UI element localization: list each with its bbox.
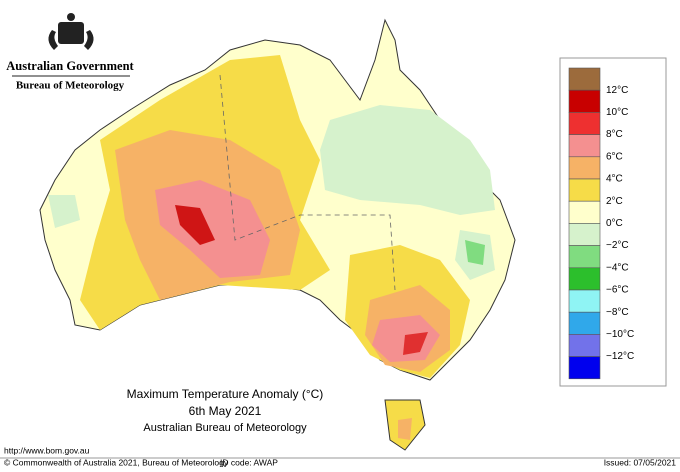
legend-label: 8°C [606, 129, 623, 140]
legend-swatch [568, 89, 601, 113]
legend-swatch [568, 267, 601, 291]
agency-name: Bureau of Meteorology [16, 80, 125, 92]
id-code: ID code: AWAP [220, 457, 278, 467]
url: http://www.bom.gov.au [4, 445, 90, 455]
legend-swatch [568, 156, 601, 180]
legend-label: 10°C [606, 107, 628, 118]
issued: Issued: 07/05/2021 [604, 457, 677, 467]
legend-label: −10°C [606, 329, 634, 340]
map-title: Maximum Temperature Anomaly (°C) [127, 387, 324, 401]
legend-swatch [568, 223, 601, 246]
legend-swatch [568, 178, 601, 202]
gov-name: Australian Government [6, 59, 134, 73]
legend-swatch [568, 112, 601, 135]
map-date: 6th May 2021 [189, 404, 262, 418]
legend-swatch [568, 356, 601, 380]
legend-swatch [568, 245, 601, 269]
legend-swatch [568, 334, 601, 357]
map-source: Australian Bureau of Meteorology [143, 422, 307, 434]
legend-swatch [568, 67, 601, 91]
legend-label: 4°C [606, 174, 623, 185]
copyright: © Commonwealth of Australia 2021, Bureau… [4, 457, 229, 467]
crest [48, 13, 94, 50]
legend-label: −4°C [606, 262, 629, 273]
legend-label: −12°C [606, 351, 634, 362]
legend-label: −2°C [606, 240, 629, 251]
legend: 12°C 10°C 8°C 6°C 4°C 2°C 0°C −2°C −4°C −6°C −8°C −… [568, 67, 634, 380]
legend-label: −8°C [606, 307, 629, 318]
legend-label: 2°C [606, 196, 623, 207]
legend-swatch [568, 311, 601, 335]
australia-map [39, 18, 516, 451]
legend-swatch [568, 200, 601, 224]
legend-label: 6°C [606, 151, 623, 162]
legend-swatch [568, 289, 601, 313]
legend-label: −6°C [606, 285, 629, 296]
legend-label: 12°C [606, 85, 628, 96]
legend-swatch [568, 134, 601, 158]
legend-label: 0°C [606, 218, 623, 229]
